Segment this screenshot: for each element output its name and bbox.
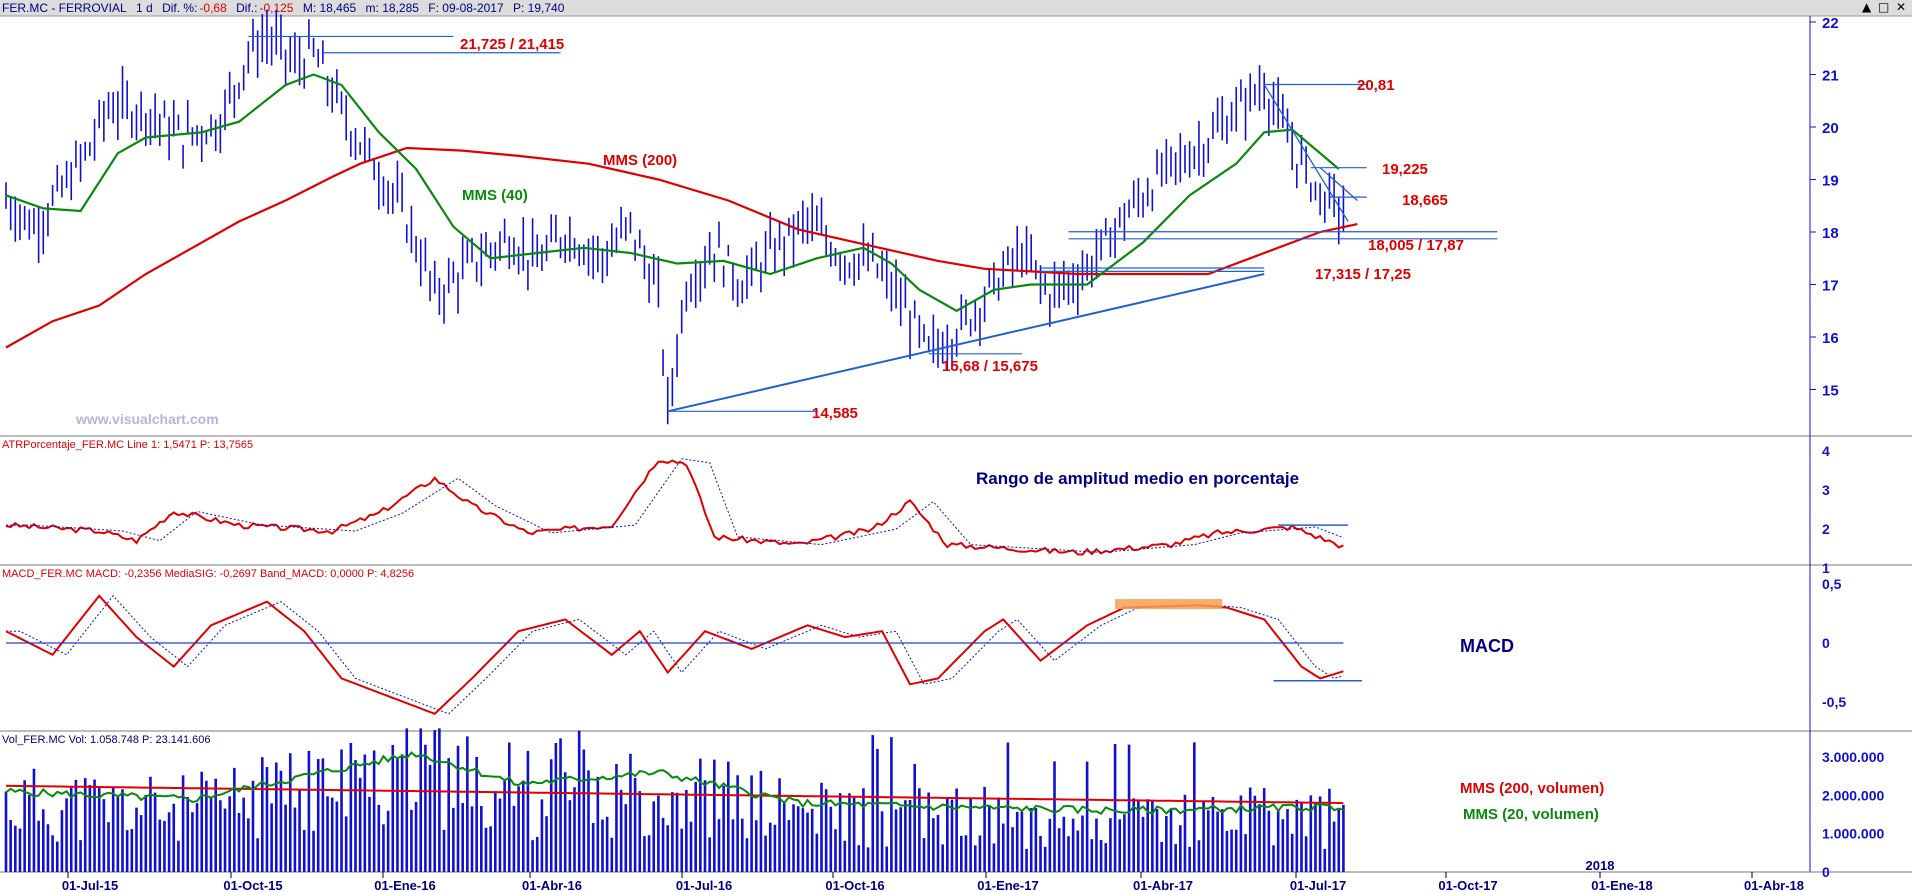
minimize-icon[interactable]: ▲ (1862, 0, 1872, 14)
atr-y-tick-label: 3 (1822, 482, 1830, 498)
macd-highlight-box (1115, 599, 1223, 610)
level-label: 20,81 (1357, 77, 1395, 94)
dif-label: Dif.: (236, 1, 258, 15)
macd-title: MACD (1460, 636, 1514, 656)
y-tick-label: 15 (1822, 383, 1839, 400)
y-tick-label: 20 (1822, 120, 1839, 137)
atr-line (5, 459, 1344, 556)
level-label: 19,225 (1382, 161, 1428, 178)
high-label: M: 18,465 (302, 1, 357, 15)
resistance-trendline (1319, 167, 1358, 201)
atr-title: Rango de amplitud medio en porcentaje (976, 469, 1300, 488)
x-tick-label: 01-Jul-17 (1290, 878, 1346, 892)
level-label: 18,665 (1402, 192, 1448, 209)
macd-panel-header: MACD_FER.MC MACD: -0,2356 MediaSIG: -0,2… (0, 566, 1912, 582)
low-label: m: 18,285 (365, 1, 419, 15)
maximize-icon[interactable]: □ (1878, 0, 1890, 14)
macd-line (5, 594, 1344, 715)
x-tick-label: 01-Abr-18 (1744, 878, 1804, 892)
volume-header-text: Vol_FER.MC Vol: 1.058.748 P: 23.141.606 (2, 734, 211, 746)
level-label: 14,585 (812, 405, 858, 422)
chart-header-bar: FER.MC - FERROVIAL 1 d Dif. %: -0,68 Dif.… (0, 0, 1912, 16)
resistance-trendline (1263, 84, 1349, 222)
x-tick-label: 01-Abr-16 (522, 878, 582, 892)
macd-header-text: MACD_FER.MC MACD: -0,2356 MediaSIG: -0,2… (2, 568, 415, 580)
volume-panel-header: Vol_FER.MC Vol: 1.058.748 P: 23.141.606 (0, 732, 1912, 748)
macd-y-tick-label: -0,5 (1822, 694, 1846, 710)
level-label: 18,005 / 17,87 (1368, 237, 1464, 254)
x-tick-label: 01-Oct-15 (223, 878, 282, 892)
vol-mms20-label: MMS (20, volumen) (1463, 806, 1599, 823)
dif-value: -0,125 (259, 1, 294, 15)
y-tick-label: 17 (1822, 278, 1839, 295)
atr-y-tick-label: 4 (1822, 443, 1830, 459)
x-tick-label: 01-Ene-18 (1591, 878, 1652, 892)
atr-header-text: ATRPorcentaje_FER.MC Line 1: 1,5471 P: 1… (2, 439, 254, 451)
level-label: 15,68 / 15,675 (942, 358, 1038, 375)
dif-pct-label: Dif. %: (162, 1, 198, 15)
year-marker: 2018 (1586, 858, 1615, 873)
mms40-label: MMS (40) (462, 187, 528, 204)
level-label: 17,315 / 17,25 (1315, 266, 1411, 283)
atr-panel-header: ATRPorcentaje_FER.MC Line 1: 1,5471 P: 1… (0, 437, 1912, 453)
y-tick-label: 22 (1822, 15, 1839, 32)
volume-y-tick-label: 1.000.000 (1822, 826, 1884, 842)
mms200-label: MMS (200) (603, 152, 678, 169)
macd-y-tick-label: 0 (1822, 635, 1830, 651)
y-tick-label: 16 (1822, 330, 1839, 347)
x-tick-label: 01-Oct-17 (1438, 878, 1497, 892)
volume-mms20-line (5, 751, 1344, 816)
mms40-line (5, 73, 1340, 313)
dif-pct-value: -0,68 (199, 1, 227, 15)
volume-mms200-line (5, 784, 1344, 805)
level-label: 21,725 / 21,415 (460, 36, 564, 53)
price-label: P: 19,740 (513, 1, 565, 15)
close-icon[interactable]: ✕ (1896, 0, 1907, 14)
symbol-label: FER.MC - FERROVIAL (2, 1, 127, 15)
x-tick-label: 01-Ene-17 (977, 878, 1038, 892)
macd-signal-line (6, 595, 1344, 715)
volume-y-tick-label: 2.000.000 (1822, 787, 1884, 803)
macd-y-tick-label: 0,5 (1822, 576, 1842, 592)
watermark: www.visualchart.com (76, 411, 219, 427)
x-tick-label: 01-Abr-17 (1133, 878, 1193, 892)
atr-y-tick-label: 1 (1822, 560, 1830, 576)
date-label: F: 09-08-2017 (428, 1, 504, 15)
x-tick-label: 01-Jul-16 (676, 878, 732, 892)
atr-signal-line (6, 458, 1344, 553)
period-label: 1 d (136, 1, 153, 15)
volume-y-tick-label: 3.000.000 (1822, 749, 1884, 765)
x-tick-label: 01-Ene-16 (374, 878, 435, 892)
x-tick-label: 01-Oct-16 (825, 878, 884, 892)
y-tick-label: 18 (1822, 225, 1839, 242)
y-tick-label: 21 (1822, 68, 1839, 85)
y-tick-label: 19 (1822, 173, 1839, 190)
mms200-line (5, 146, 1358, 349)
atr-y-tick-label: 2 (1822, 521, 1830, 537)
x-tick-label: 01-Jul-15 (62, 878, 118, 892)
support-trendline (667, 273, 1265, 413)
volume-y-tick-label: 0 (1822, 864, 1830, 880)
vol-mms200-label: MMS (200, volumen) (1460, 780, 1605, 797)
